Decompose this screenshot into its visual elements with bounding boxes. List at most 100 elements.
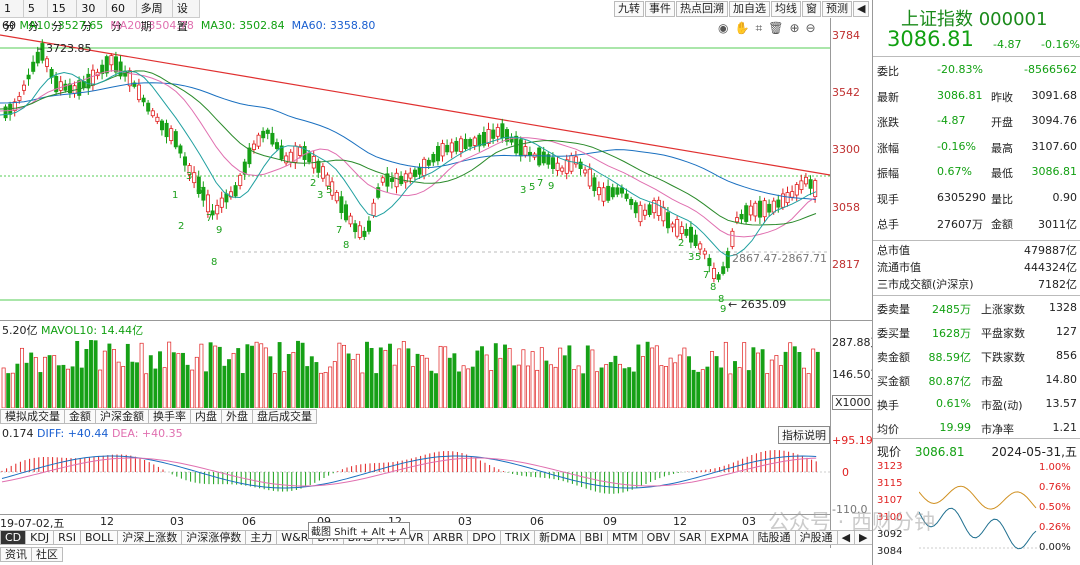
tab-mtm[interactable]: MTM bbox=[606, 529, 643, 545]
quote-cell-l: 总手 bbox=[877, 218, 899, 231]
ma-button[interactable]: 均线 bbox=[771, 1, 801, 17]
volume-bar bbox=[466, 368, 471, 408]
quote-row: 涨幅 -0.16% 最高 3107.60 bbox=[877, 135, 1077, 159]
settings-button[interactable]: 设置 bbox=[173, 0, 200, 33]
candle bbox=[146, 102, 151, 112]
volume-bar bbox=[121, 366, 126, 408]
mini-axis-right: 1.00% 0.76% 0.50% 0.26% 0.00% bbox=[1039, 462, 1071, 553]
period-60min[interactable]: 60分 bbox=[107, 0, 137, 33]
candle bbox=[307, 153, 312, 162]
candle bbox=[26, 74, 31, 80]
tab-main-force[interactable]: 主力 bbox=[245, 529, 278, 545]
tab-northbound[interactable]: 陆股通 bbox=[752, 529, 796, 545]
candle bbox=[40, 43, 45, 61]
candle bbox=[486, 129, 491, 144]
candle bbox=[45, 58, 50, 67]
hand-icon[interactable]: ✋ bbox=[734, 21, 756, 35]
cap-value: 7182亿 bbox=[1038, 278, 1077, 291]
tab-hs-up-count[interactable]: 沪深上涨数 bbox=[117, 529, 183, 545]
tab-macd[interactable]: CD bbox=[0, 529, 27, 545]
tab-dpo[interactable]: DPO bbox=[467, 529, 501, 545]
candle bbox=[762, 200, 767, 218]
quote-cell-v2: 3091.68 bbox=[1031, 88, 1078, 102]
candle bbox=[357, 225, 362, 238]
candlestick-chart[interactable] bbox=[0, 30, 830, 315]
volume-bar bbox=[760, 349, 765, 408]
tab-expma[interactable]: EXPMA bbox=[705, 529, 754, 545]
tab-wr[interactable]: W&R bbox=[276, 529, 314, 545]
tab-amount[interactable]: 金额 bbox=[64, 409, 96, 424]
delete-icon[interactable]: 🗑 bbox=[768, 21, 790, 35]
tab-simulated-volume[interactable]: 模拟成交量 bbox=[0, 409, 65, 424]
tab-inner[interactable]: 内盘 bbox=[190, 409, 222, 424]
volume-bar bbox=[512, 365, 517, 408]
event-button[interactable]: 事件 bbox=[645, 1, 675, 17]
screenshot-tooltip: 截图 Shift + Alt + A bbox=[308, 522, 410, 539]
nine-turn-button[interactable]: 九转 bbox=[614, 1, 644, 17]
volume-bar bbox=[604, 364, 609, 408]
tab-after-hours[interactable]: 盘后成交量 bbox=[252, 409, 317, 424]
quote-cell-l2: 昨收 bbox=[991, 90, 1013, 104]
tab-bbi[interactable]: BBI bbox=[579, 529, 608, 545]
crop-icon[interactable]: ⌗ bbox=[755, 21, 769, 35]
tab-rsi[interactable]: RSI bbox=[53, 529, 81, 545]
candle bbox=[274, 142, 279, 150]
candle bbox=[597, 187, 602, 196]
candle bbox=[316, 160, 321, 173]
volume-bar bbox=[719, 367, 724, 408]
period-1min[interactable]: 1分 bbox=[0, 0, 24, 33]
volume-bar bbox=[52, 355, 57, 408]
volume-bar bbox=[733, 361, 737, 408]
tab-sh-connect[interactable]: 沪股通 bbox=[794, 529, 838, 545]
tab-hs-amount[interactable]: 沪深金额 bbox=[95, 409, 149, 424]
price-axis-3784: 3784 bbox=[832, 29, 860, 42]
volume-bar bbox=[328, 366, 333, 408]
volume-bar bbox=[576, 365, 581, 408]
tab-kdj[interactable]: KDJ bbox=[25, 529, 55, 545]
tab-community[interactable]: 社区 bbox=[31, 547, 63, 562]
ma30-line bbox=[0, 70, 817, 226]
candle bbox=[201, 186, 206, 201]
forecast-button[interactable]: 预测 bbox=[822, 1, 852, 17]
zoom-out-icon[interactable]: ⊖ bbox=[805, 21, 822, 35]
cap-row: 总市值 479887亿 bbox=[877, 240, 1077, 257]
volume-bar bbox=[75, 340, 80, 408]
collapse-arrow-icon[interactable]: ◀ bbox=[853, 1, 870, 17]
volume-bar bbox=[710, 351, 714, 408]
tab-trix[interactable]: TRIX bbox=[499, 529, 536, 545]
zoom-in-icon[interactable]: ⊕ bbox=[789, 21, 806, 35]
tab-obv[interactable]: OBV bbox=[641, 529, 676, 545]
volume-bar bbox=[641, 356, 645, 408]
window-button[interactable]: 窗 bbox=[802, 1, 821, 17]
tab-boll[interactable]: BOLL bbox=[79, 529, 119, 545]
tab-turnover[interactable]: 换手率 bbox=[148, 409, 191, 424]
candle bbox=[394, 172, 399, 188]
macd-value: 0.174 bbox=[2, 427, 34, 440]
period-15min[interactable]: 15分 bbox=[48, 0, 78, 33]
candle bbox=[109, 55, 114, 66]
volume-bar bbox=[236, 348, 241, 408]
indicator-explain-button[interactable]: 指标说明 bbox=[778, 426, 830, 444]
candle bbox=[481, 131, 486, 146]
candle bbox=[776, 199, 781, 208]
nine-turn-markers: 1 2 3 6 7 8 9 2 3 5 7 8 3 5 7 9 2 3 5 7 … bbox=[172, 171, 727, 315]
volume-bar bbox=[277, 342, 282, 408]
tab-outer[interactable]: 外盘 bbox=[221, 409, 253, 424]
tab-sar[interactable]: SAR bbox=[674, 529, 707, 545]
candle bbox=[610, 187, 615, 198]
ma30-label: MA30: 3502.84 bbox=[200, 19, 285, 32]
volume-bar bbox=[627, 367, 632, 408]
period-30min[interactable]: 30分 bbox=[77, 0, 107, 33]
candle bbox=[744, 205, 749, 222]
mini-chart-header: 现价 3086.81 2024-05-31,五 bbox=[877, 443, 1077, 460]
period-multi[interactable]: 多周期 bbox=[137, 0, 173, 33]
tab-hs-limit-up[interactable]: 沪深涨停数 bbox=[181, 529, 247, 545]
period-5min[interactable]: 5分 bbox=[24, 0, 48, 33]
hotspot-review-button[interactable]: 热点回溯 bbox=[676, 1, 728, 17]
tab-arbr[interactable]: ARBR bbox=[427, 529, 469, 545]
eye-icon[interactable]: ◉ bbox=[718, 21, 735, 35]
tab-scroll-right-icon[interactable]: ▶ bbox=[854, 529, 873, 545]
tab-news[interactable]: 资讯 bbox=[0, 547, 32, 562]
tab-new-dma[interactable]: 新DMA bbox=[534, 529, 581, 545]
add-watchlist-button[interactable]: 加自选 bbox=[729, 1, 770, 17]
